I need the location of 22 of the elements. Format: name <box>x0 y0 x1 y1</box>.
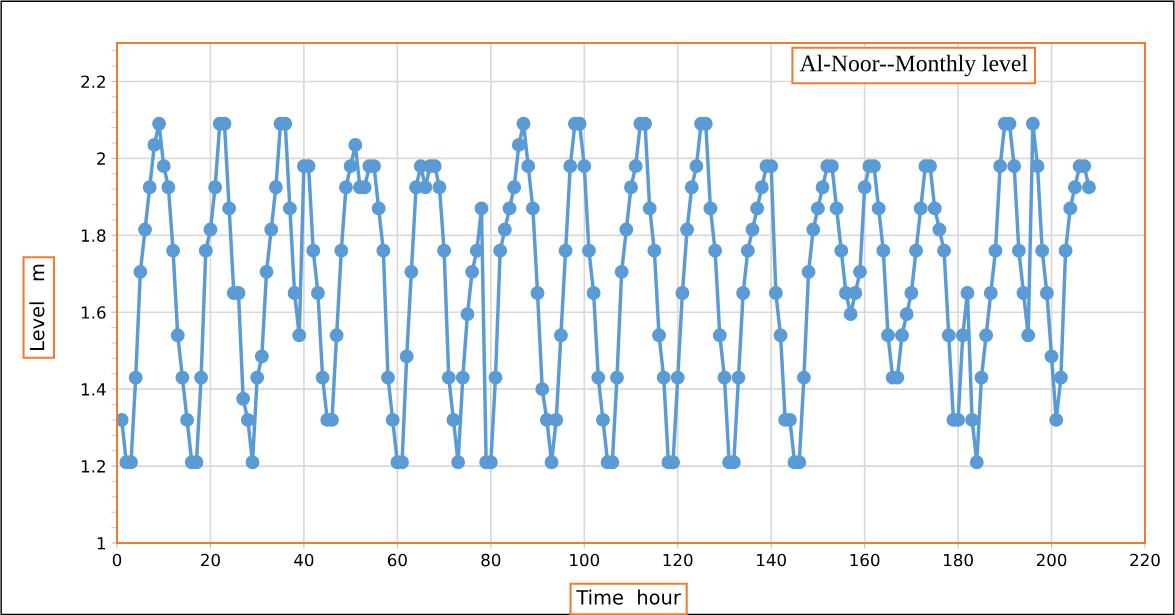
x-tick-label: 60 <box>387 553 407 567</box>
y-tick-label: 1.2 <box>81 460 105 473</box>
y-axis-title: Level m <box>29 264 45 350</box>
y-tick-label: 2.2 <box>81 75 105 88</box>
x-tick-label: 160 <box>850 553 880 567</box>
x-tick-label: 220 <box>1130 553 1160 567</box>
x-tick-label: 0 <box>112 553 122 567</box>
y-tick-label: 1 <box>97 537 106 550</box>
x-tick-label: 100 <box>570 553 600 567</box>
y-tick-label: 2 <box>97 152 105 165</box>
x-tick-label: 120 <box>663 553 693 567</box>
y-tick-label: 1.4 <box>81 383 106 396</box>
x-tick-label: 180 <box>944 553 973 567</box>
x-tick-label: 140 <box>757 553 786 567</box>
x-tick-label: 20 <box>201 553 220 567</box>
x-tick-label: 200 <box>1036 553 1067 567</box>
x-tick-label: 80 <box>481 553 501 567</box>
x-tick-label: 40 <box>294 553 314 567</box>
y-tick-label: 1.8 <box>81 229 106 242</box>
chart-title: Al-Noor--Monthly level <box>799 54 1028 77</box>
x-axis-title: Time hour <box>576 589 681 605</box>
y-tick-label: 1.6 <box>81 306 106 319</box>
